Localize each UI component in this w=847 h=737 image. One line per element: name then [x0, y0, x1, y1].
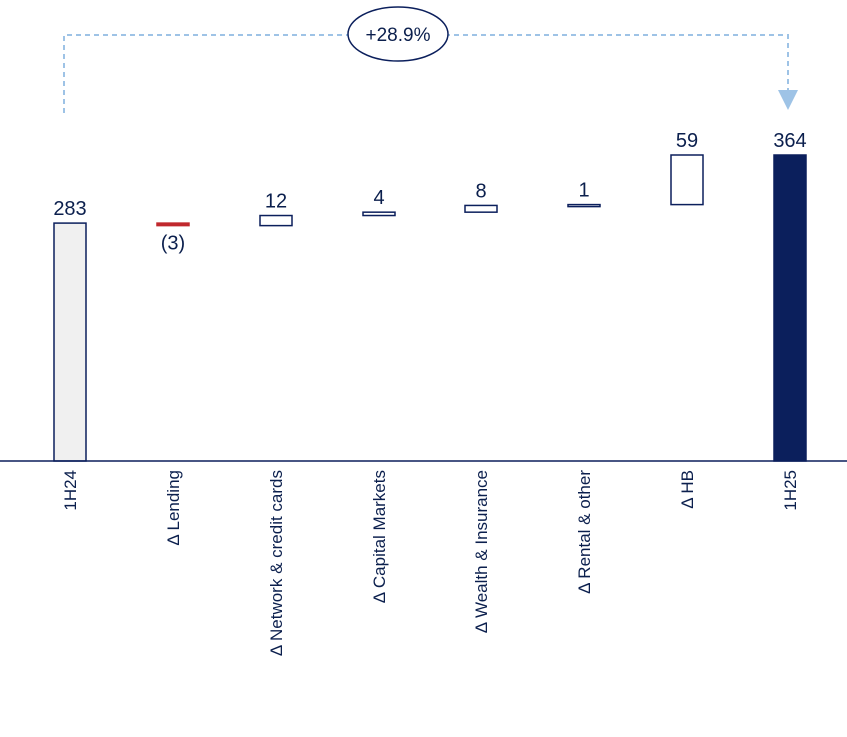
- tick-label-delta-wealth-insurance: Δ Wealth & Insurance: [472, 470, 491, 633]
- value-label-1h24: 283: [53, 198, 86, 220]
- tick-label-delta-rental-other: Δ Rental & other: [575, 470, 594, 594]
- value-label-delta-capital-markets: 4: [373, 187, 384, 209]
- bar-delta-capital-markets: [362, 211, 396, 217]
- tick-label-delta-network-credit-cards: Δ Network & credit cards: [267, 470, 286, 656]
- tick-label-delta-hb: Δ HB: [678, 470, 697, 509]
- value-label-delta-network-credit-cards: 12: [265, 191, 287, 213]
- bar-delta-hb: [670, 154, 704, 206]
- tick-label-1h24: 1H24: [61, 470, 80, 511]
- bar-1h24: [53, 222, 87, 462]
- bar-delta-rental-other: [567, 203, 601, 208]
- tick-label-delta-capital-markets: Δ Capital Markets: [370, 470, 389, 603]
- bars: [53, 154, 807, 462]
- growth-annotation: +28.9%: [347, 6, 449, 62]
- value-label-1h25: 364: [773, 130, 806, 152]
- growth-connector: [63, 34, 798, 113]
- x-axis-tick-labels: 1H24 Δ Lending Δ Network & credit cards Δ C…: [61, 470, 800, 656]
- growth-annotation-text: +28.9%: [366, 25, 431, 46]
- value-label-delta-lending: (3): [161, 233, 185, 255]
- growth-annotation-ellipse: [347, 6, 449, 62]
- value-label-delta-wealth-insurance: 8: [475, 180, 486, 202]
- value-labels: 283 (3) 12 4 8 1 59 364: [53, 130, 806, 255]
- bar-delta-lending: [156, 222, 190, 227]
- tick-label-1h25: 1H25: [781, 470, 800, 511]
- bar-1h25: [773, 154, 807, 462]
- bar-delta-wealth-insurance: [464, 204, 498, 213]
- growth-connector-line: [63, 34, 798, 113]
- tick-label-delta-lending: Δ Lending: [164, 470, 183, 546]
- value-label-delta-hb: 59: [676, 130, 698, 152]
- value-label-delta-rental-other: 1: [578, 180, 589, 202]
- bar-delta-network-credit-cards: [259, 214, 293, 227]
